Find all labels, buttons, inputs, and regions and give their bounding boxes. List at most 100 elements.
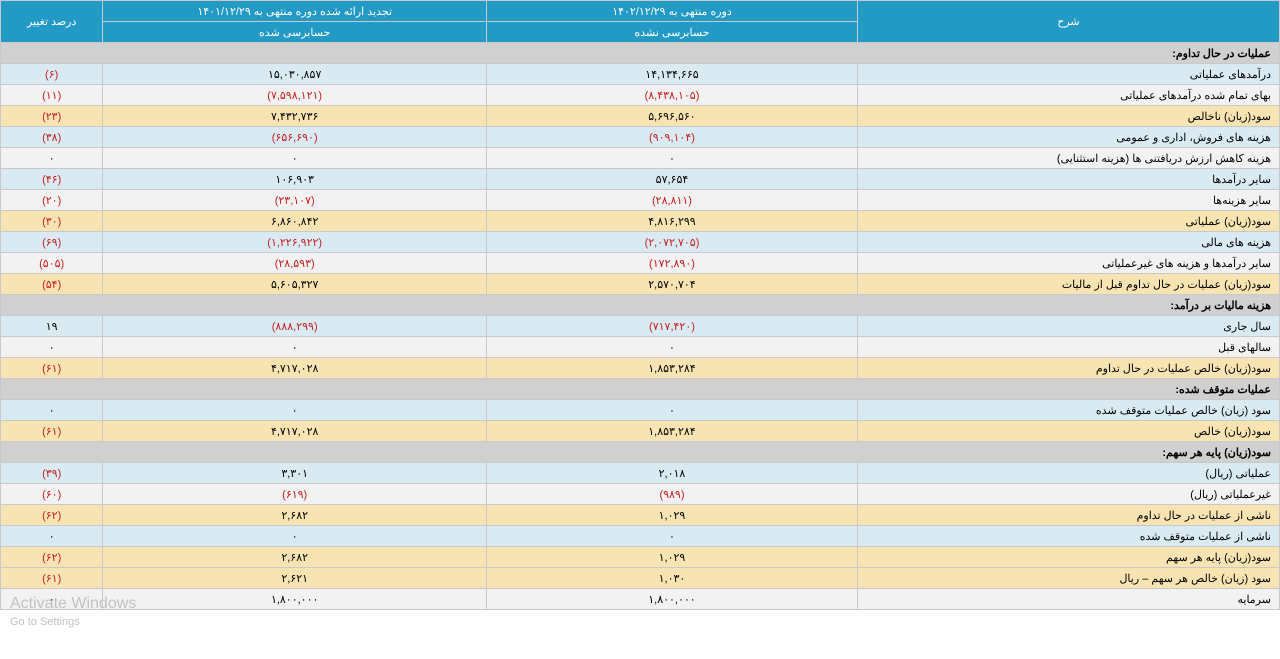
cell-period1: ۱۴,۱۳۴,۶۶۵ bbox=[487, 64, 858, 85]
row-desc: سایر درآمدها bbox=[857, 169, 1279, 190]
cell-change-pct: (۵۴) bbox=[1, 274, 103, 295]
row-desc: غیرعملیاتی (ریال) bbox=[857, 484, 1279, 505]
cell-period2: (۶۱۹) bbox=[103, 484, 487, 505]
cell-change-pct: (۱۱) bbox=[1, 85, 103, 106]
cell-period1: ۱,۸۰۰,۰۰۰ bbox=[487, 589, 858, 610]
cell-change-pct: (۳۹) bbox=[1, 463, 103, 484]
table-row: سود(زیان) ناخالص۵,۶۹۶,۵۶۰۷,۴۳۲,۷۳۶(۲۳) bbox=[1, 106, 1280, 127]
cell-period2: (۷,۵۹۸,۱۲۱) bbox=[103, 85, 487, 106]
watermark-line2: Go to Settings bbox=[10, 615, 136, 629]
cell-change-pct: (۲۳) bbox=[1, 106, 103, 127]
cell-period2: ۱۰۶,۹۰۳ bbox=[103, 169, 487, 190]
row-desc: سود (زیان) خالص هر سهم – ریال bbox=[857, 568, 1279, 589]
row-desc: بهای تمام شده درآمدهای عملیاتی bbox=[857, 85, 1279, 106]
cell-period1: ۱,۸۵۳,۲۸۴ bbox=[487, 358, 858, 379]
cell-period1: ۰ bbox=[487, 148, 858, 169]
cell-period1: (۹۸۹) bbox=[487, 484, 858, 505]
table-row: هزینه کاهش ارزش دریافتنی ها (هزینه استثن… bbox=[1, 148, 1280, 169]
row-desc: ناشی از عملیات در حال تداوم bbox=[857, 505, 1279, 526]
row-desc: سالهای قبل bbox=[857, 337, 1279, 358]
table-row: سود(زیان) عملیات در حال تداوم قبل از مال… bbox=[1, 274, 1280, 295]
cell-period2: ۴,۷۱۷,۰۲۸ bbox=[103, 421, 487, 442]
table-row: سرمایه۱,۸۰۰,۰۰۰۱,۸۰۰,۰۰۰۰ bbox=[1, 589, 1280, 610]
cell-period1: (۲,۰۷۲,۷۰۵) bbox=[487, 232, 858, 253]
header-period1: دوره منتهی به ۱۴۰۲/۱۲/۲۹ bbox=[487, 1, 858, 22]
financial-table: شرح دوره منتهی به ۱۴۰۲/۱۲/۲۹ تجدید ارائه… bbox=[0, 0, 1280, 610]
cell-change-pct: ۰ bbox=[1, 148, 103, 169]
cell-change-pct: (۶۹) bbox=[1, 232, 103, 253]
row-desc: عملیاتی (ریال) bbox=[857, 463, 1279, 484]
cell-period2: ۴,۷۱۷,۰۲۸ bbox=[103, 358, 487, 379]
header-audit1: حسابرسی نشده bbox=[487, 22, 858, 43]
cell-period1: ۱,۰۳۰ bbox=[487, 568, 858, 589]
cell-period2: ۲,۶۸۲ bbox=[103, 505, 487, 526]
row-desc: سود (زیان) خالص عملیات متوقف شده bbox=[857, 400, 1279, 421]
cell-change-pct: (۶۲) bbox=[1, 547, 103, 568]
cell-period2: ۰ bbox=[103, 337, 487, 358]
table-row: عملیات در حال تداوم: bbox=[1, 43, 1280, 64]
cell-period1: (۹۰۹,۱۰۴) bbox=[487, 127, 858, 148]
cell-change-pct: ۰ bbox=[1, 589, 103, 610]
cell-period1: (۸,۴۳۸,۱۰۵) bbox=[487, 85, 858, 106]
cell-period1: ۱,۰۲۹ bbox=[487, 505, 858, 526]
table-row: سال جاری(۷۱۷,۴۲۰)(۸۸۸,۲۹۹)۱۹ bbox=[1, 316, 1280, 337]
table-row: سالهای قبل۰۰۰ bbox=[1, 337, 1280, 358]
cell-period2: (۲۳,۱۰۷) bbox=[103, 190, 487, 211]
row-desc: هزینه های فروش، اداری و عمومی bbox=[857, 127, 1279, 148]
cell-period1: ۵,۶۹۶,۵۶۰ bbox=[487, 106, 858, 127]
table-row: سود (زیان) خالص عملیات متوقف شده۰۰۰ bbox=[1, 400, 1280, 421]
row-desc: هزینه های مالی bbox=[857, 232, 1279, 253]
table-row: سایر هزینه‌ها(۲۸,۸۱۱)(۲۳,۱۰۷)(۲۰) bbox=[1, 190, 1280, 211]
cell-change-pct: (۶۱) bbox=[1, 421, 103, 442]
table-row: سود(زیان) خالص عملیات در حال تداوم۱,۸۵۳,… bbox=[1, 358, 1280, 379]
cell-period2: ۶,۸۶۰,۸۴۲ bbox=[103, 211, 487, 232]
cell-period1: ۰ bbox=[487, 337, 858, 358]
cell-period2: ۱,۸۰۰,۰۰۰ bbox=[103, 589, 487, 610]
cell-period2: ۰ bbox=[103, 400, 487, 421]
section-title: سود(زیان) پایه هر سهم: bbox=[1, 442, 1280, 463]
cell-period1: (۷۱۷,۴۲۰) bbox=[487, 316, 858, 337]
table-row: هزینه های فروش، اداری و عمومی(۹۰۹,۱۰۴)(۶… bbox=[1, 127, 1280, 148]
cell-change-pct: (۶۲) bbox=[1, 505, 103, 526]
cell-change-pct: ۱۹ bbox=[1, 316, 103, 337]
cell-period2: ۰ bbox=[103, 148, 487, 169]
cell-period1: (۱۷۲,۸۹۰) bbox=[487, 253, 858, 274]
row-desc: سایر درآمدها و هزینه های غیرعملیاتی bbox=[857, 253, 1279, 274]
section-title: هزینه مالیات بر درآمد: bbox=[1, 295, 1280, 316]
table-row: سود(زیان) پایه هر سهم: bbox=[1, 442, 1280, 463]
row-desc: درآمدهای عملیاتی bbox=[857, 64, 1279, 85]
cell-change-pct: (۶۰) bbox=[1, 484, 103, 505]
cell-period2: ۷,۴۳۲,۷۳۶ bbox=[103, 106, 487, 127]
table-row: درآمدهای عملیاتی۱۴,۱۳۴,۶۶۵۱۵,۰۳۰,۸۵۷(۶) bbox=[1, 64, 1280, 85]
row-desc: ناشی از عملیات متوقف شده bbox=[857, 526, 1279, 547]
cell-period1: ۲,۵۷۰,۷۰۴ bbox=[487, 274, 858, 295]
cell-change-pct: (۶۱) bbox=[1, 568, 103, 589]
table-row: سود(زیان) عملیاتی۴,۸۱۶,۲۹۹۶,۸۶۰,۸۴۲(۳۰) bbox=[1, 211, 1280, 232]
cell-period2: ۲,۶۲۱ bbox=[103, 568, 487, 589]
table-row: غیرعملیاتی (ریال)(۹۸۹)(۶۱۹)(۶۰) bbox=[1, 484, 1280, 505]
cell-period1: ۰ bbox=[487, 400, 858, 421]
table-row: عملیاتی (ریال)۲,۰۱۸۳,۳۰۱(۳۹) bbox=[1, 463, 1280, 484]
cell-change-pct: ۰ bbox=[1, 400, 103, 421]
header-desc: شرح bbox=[857, 1, 1279, 43]
cell-period2: ۵,۶۰۵,۳۲۷ bbox=[103, 274, 487, 295]
header-change-pct: درصد تغییر bbox=[1, 1, 103, 43]
cell-period1: ۵۷,۶۵۴ bbox=[487, 169, 858, 190]
table-row: ناشی از عملیات متوقف شده۰۰۰ bbox=[1, 526, 1280, 547]
table-header: شرح دوره منتهی به ۱۴۰۲/۱۲/۲۹ تجدید ارائه… bbox=[1, 1, 1280, 43]
row-desc: سال جاری bbox=[857, 316, 1279, 337]
table-row: سود (زیان) خالص هر سهم – ریال۱,۰۳۰۲,۶۲۱(… bbox=[1, 568, 1280, 589]
table-row: سایر درآمدها و هزینه های غیرعملیاتی(۱۷۲,… bbox=[1, 253, 1280, 274]
row-desc: سود(زیان) خالص bbox=[857, 421, 1279, 442]
header-period2: تجدید ارائه شده دوره منتهی به ۱۴۰۱/۱۲/۲۹ bbox=[103, 1, 487, 22]
table-row: سود(زیان) پایه هر سهم۱,۰۲۹۲,۶۸۲(۶۲) bbox=[1, 547, 1280, 568]
cell-change-pct: (۶۱) bbox=[1, 358, 103, 379]
table-row: سایر درآمدها۵۷,۶۵۴۱۰۶,۹۰۳(۴۶) bbox=[1, 169, 1280, 190]
table-row: ناشی از عملیات در حال تداوم۱,۰۲۹۲,۶۸۲(۶۲… bbox=[1, 505, 1280, 526]
table-body: عملیات در حال تداوم:درآمدهای عملیاتی۱۴,۱… bbox=[1, 43, 1280, 610]
table-row: هزینه های مالی(۲,۰۷۲,۷۰۵)(۱,۲۲۶,۹۲۲)(۶۹) bbox=[1, 232, 1280, 253]
cell-change-pct: (۳۸) bbox=[1, 127, 103, 148]
cell-change-pct: ۰ bbox=[1, 337, 103, 358]
cell-period2: ۱۵,۰۳۰,۸۵۷ bbox=[103, 64, 487, 85]
cell-period2: ۰ bbox=[103, 526, 487, 547]
